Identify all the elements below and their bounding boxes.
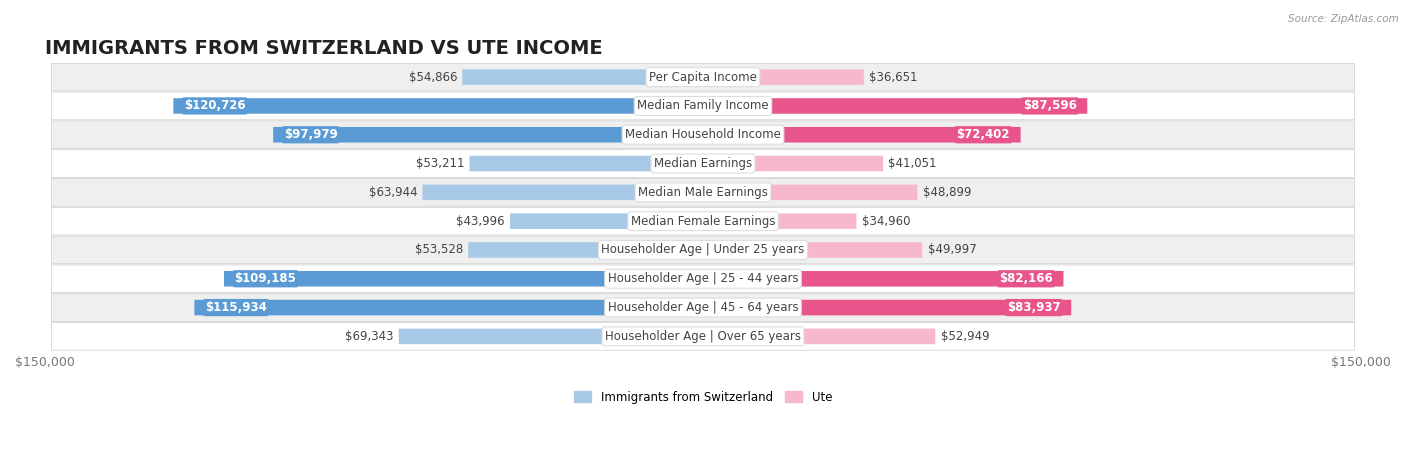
Text: $43,996: $43,996 xyxy=(456,215,505,227)
FancyBboxPatch shape xyxy=(703,184,918,200)
FancyBboxPatch shape xyxy=(703,213,856,229)
Text: IMMIGRANTS FROM SWITZERLAND VS UTE INCOME: IMMIGRANTS FROM SWITZERLAND VS UTE INCOM… xyxy=(45,39,603,58)
Text: Householder Age | Over 65 years: Householder Age | Over 65 years xyxy=(605,330,801,343)
FancyBboxPatch shape xyxy=(52,92,1354,120)
Text: $115,934: $115,934 xyxy=(205,301,267,314)
FancyBboxPatch shape xyxy=(703,98,1087,114)
FancyBboxPatch shape xyxy=(463,70,703,85)
FancyBboxPatch shape xyxy=(470,156,703,171)
FancyBboxPatch shape xyxy=(194,300,703,315)
FancyBboxPatch shape xyxy=(52,294,1354,321)
Text: $72,402: $72,402 xyxy=(956,128,1010,141)
FancyBboxPatch shape xyxy=(510,213,703,229)
Text: Householder Age | 45 - 64 years: Householder Age | 45 - 64 years xyxy=(607,301,799,314)
Text: $109,185: $109,185 xyxy=(235,272,297,285)
Text: $36,651: $36,651 xyxy=(869,71,918,84)
Text: $48,899: $48,899 xyxy=(922,186,972,199)
Text: $34,960: $34,960 xyxy=(862,215,910,227)
Text: Median Male Earnings: Median Male Earnings xyxy=(638,186,768,199)
Text: $69,343: $69,343 xyxy=(344,330,394,343)
FancyBboxPatch shape xyxy=(52,323,1354,350)
Text: $87,596: $87,596 xyxy=(1024,99,1077,113)
FancyBboxPatch shape xyxy=(703,271,1063,287)
FancyBboxPatch shape xyxy=(52,265,1354,293)
Text: Median Earnings: Median Earnings xyxy=(654,157,752,170)
FancyBboxPatch shape xyxy=(703,127,1021,142)
FancyBboxPatch shape xyxy=(52,236,1354,264)
Text: $53,211: $53,211 xyxy=(416,157,464,170)
FancyBboxPatch shape xyxy=(224,271,703,287)
Text: $63,944: $63,944 xyxy=(368,186,418,199)
FancyBboxPatch shape xyxy=(273,127,703,142)
FancyBboxPatch shape xyxy=(703,242,922,258)
Text: $49,997: $49,997 xyxy=(928,243,976,256)
Text: $97,979: $97,979 xyxy=(284,128,337,141)
FancyBboxPatch shape xyxy=(52,178,1354,206)
FancyBboxPatch shape xyxy=(52,121,1354,149)
FancyBboxPatch shape xyxy=(52,64,1354,91)
Text: $83,937: $83,937 xyxy=(1007,301,1060,314)
Text: Per Capita Income: Per Capita Income xyxy=(650,71,756,84)
Text: $52,949: $52,949 xyxy=(941,330,990,343)
FancyBboxPatch shape xyxy=(468,242,703,258)
FancyBboxPatch shape xyxy=(422,184,703,200)
FancyBboxPatch shape xyxy=(703,156,883,171)
Text: $41,051: $41,051 xyxy=(889,157,936,170)
Text: $82,166: $82,166 xyxy=(1000,272,1053,285)
Text: $120,726: $120,726 xyxy=(184,99,246,113)
FancyBboxPatch shape xyxy=(703,300,1071,315)
Text: Householder Age | 25 - 44 years: Householder Age | 25 - 44 years xyxy=(607,272,799,285)
Text: Householder Age | Under 25 years: Householder Age | Under 25 years xyxy=(602,243,804,256)
Text: Median Household Income: Median Household Income xyxy=(626,128,780,141)
Text: Median Female Earnings: Median Female Earnings xyxy=(631,215,775,227)
FancyBboxPatch shape xyxy=(399,329,703,344)
Text: Median Family Income: Median Family Income xyxy=(637,99,769,113)
FancyBboxPatch shape xyxy=(703,329,935,344)
Text: $53,528: $53,528 xyxy=(415,243,463,256)
Text: Source: ZipAtlas.com: Source: ZipAtlas.com xyxy=(1288,14,1399,24)
FancyBboxPatch shape xyxy=(703,70,863,85)
FancyBboxPatch shape xyxy=(52,207,1354,235)
FancyBboxPatch shape xyxy=(173,98,703,114)
Legend: Immigrants from Switzerland, Ute: Immigrants from Switzerland, Ute xyxy=(569,386,837,408)
FancyBboxPatch shape xyxy=(52,150,1354,177)
Text: $54,866: $54,866 xyxy=(409,71,457,84)
